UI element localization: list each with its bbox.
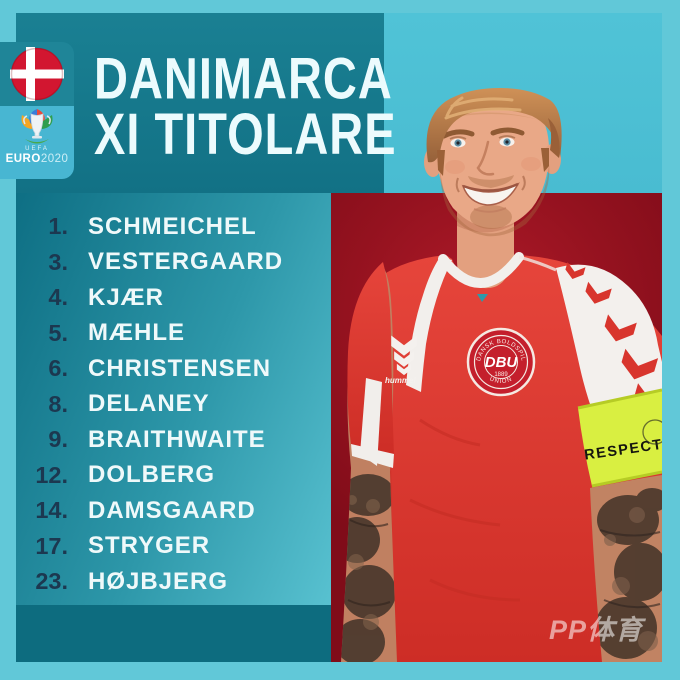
- trophy-icon: [21, 109, 53, 144]
- tournament-badge: UEFA EURO2020: [0, 42, 74, 179]
- player-number: 4.: [48, 284, 68, 311]
- uefa-armband-emblem: [642, 419, 662, 445]
- euro-year: 2020: [40, 153, 69, 165]
- player-row: 12. DOLBERG: [30, 458, 325, 494]
- dbu-crest: DANSK BOLDSPIL UNION DBU 1889: [466, 327, 536, 397]
- right-eyebrow: [490, 127, 525, 136]
- player-name: SCHMEICHEL: [88, 212, 257, 240]
- raglan-stripe: [406, 257, 452, 392]
- uefa-label: UEFA: [25, 146, 49, 152]
- player-row: 3. VESTERGAARD: [30, 245, 325, 281]
- left-eyebrow: [441, 129, 475, 139]
- player-number: 3.: [48, 248, 68, 275]
- player-row: 9. BRAITHWAITE: [30, 422, 325, 458]
- collar: [438, 252, 557, 302]
- euro2020-label: EURO2020: [6, 153, 69, 165]
- player-row: 17. STRYGER: [30, 529, 325, 565]
- eyes: [449, 135, 516, 148]
- mouth-smile: [455, 175, 526, 213]
- pp-sports-watermark: PP体育: [549, 615, 644, 645]
- player-name: DELANEY: [88, 390, 210, 418]
- player-name: CHRISTENSEN: [88, 354, 272, 382]
- player-number: 5.: [48, 319, 68, 346]
- captain-armband: RESPECT: [577, 388, 662, 488]
- hummel-logo: hummel: [385, 335, 417, 385]
- player-number: 14.: [35, 497, 68, 524]
- player-number: 23.: [35, 568, 68, 595]
- player-number: 12.: [35, 461, 68, 488]
- nose: [476, 140, 495, 176]
- player-number: 8.: [48, 390, 68, 417]
- right-arm-tattoos: [595, 488, 662, 659]
- page-title: DANIMARCA XI TITOLARE: [94, 45, 397, 167]
- player-photo: RESPECT: [341, 88, 662, 662]
- player-row: 6. CHRISTENSEN: [30, 351, 325, 387]
- player-name: DAMSGAARD: [88, 496, 256, 524]
- player-name: BRAITHWAITE: [88, 425, 266, 453]
- player-name: MÆHLE: [88, 319, 185, 347]
- player-number: 6.: [48, 355, 68, 382]
- player-row: 1. SCHMEICHEL: [30, 209, 325, 245]
- hummel-wordmark: hummel: [385, 376, 416, 385]
- player-number: 9.: [48, 426, 68, 453]
- hair: [426, 88, 562, 176]
- player-face: [424, 88, 562, 237]
- player-name: STRYGER: [88, 532, 211, 560]
- players-list: 1. SCHMEICHEL 3. VESTERGAARD 4. KJÆR 5. MÆHL…: [30, 209, 325, 600]
- player-row: 5. MÆHLE: [30, 316, 325, 352]
- player-row: 23. HØJBJERG: [30, 564, 325, 600]
- crest-year-label: 1889: [494, 372, 508, 378]
- denmark-flag-icon: [0, 42, 74, 106]
- title-band: [16, 13, 384, 193]
- euro2020-logo: UEFA EURO2020: [0, 106, 74, 179]
- right-arm: RESPECT: [556, 262, 662, 662]
- player-name: KJÆR: [88, 283, 165, 311]
- players-panel: [16, 193, 331, 605]
- player-number: 17.: [35, 532, 68, 559]
- player-row: 14. DAMSGAARD: [30, 493, 325, 529]
- player-name: VESTERGAARD: [88, 248, 284, 276]
- title-line-1: DANIMARCA: [94, 45, 393, 111]
- player-row: 8. DELANEY: [30, 387, 325, 423]
- footer-strip: [16, 605, 331, 662]
- player-name: HØJBJERG: [88, 567, 229, 595]
- crest-bottom-text: UNION: [488, 376, 512, 385]
- crest-dbu-label: DBU: [485, 354, 519, 371]
- left-sleeve: [347, 262, 394, 456]
- player-name: DOLBERG: [88, 461, 215, 489]
- title-line-2: XI TITOLARE: [94, 100, 397, 167]
- svg-text:UNION: UNION: [488, 376, 513, 385]
- player-number: 1.: [48, 213, 68, 240]
- euro-word: EURO: [5, 153, 41, 165]
- left-arm: [341, 262, 397, 662]
- player-row: 4. KJÆR: [30, 280, 325, 316]
- left-arm-tattoos: [341, 474, 396, 662]
